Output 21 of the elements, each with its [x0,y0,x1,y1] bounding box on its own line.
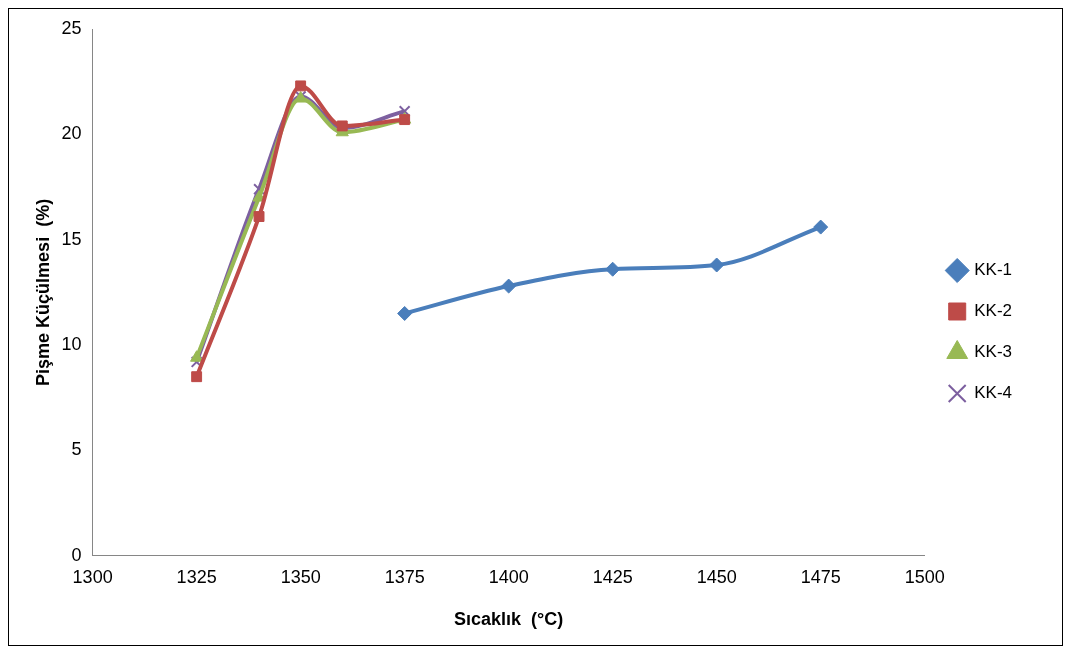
y-tick-label: 20 [61,123,82,144]
legend-label: KK-3 [974,342,1012,362]
y-tick-label: 0 [71,544,82,565]
legend-label: KK-2 [974,301,1012,321]
legend-label: KK-4 [974,383,1012,403]
x-tick-label: 1375 [384,566,425,587]
x-tick-label: 1400 [488,566,529,587]
x-tick-label: 1475 [800,566,841,587]
x-axis-title: Sıcaklık (°C) [454,609,564,630]
x-tick-label: 1300 [72,566,113,587]
y-tick-label: 5 [71,439,82,460]
y-tick-label: 25 [61,17,82,38]
x-tick-label: 1500 [904,566,945,587]
x-tick-label: 1325 [176,566,217,587]
x-tick-label: 1425 [592,566,633,587]
legend-label: KK-1 [974,260,1012,280]
y-tick-label: 15 [61,228,82,249]
x-tick-label: 1450 [696,566,737,587]
y-axis-title: Pişme Küçülmesi (%) [32,198,53,386]
x-tick-label: 1350 [280,566,321,587]
y-tick-label: 10 [61,334,82,355]
